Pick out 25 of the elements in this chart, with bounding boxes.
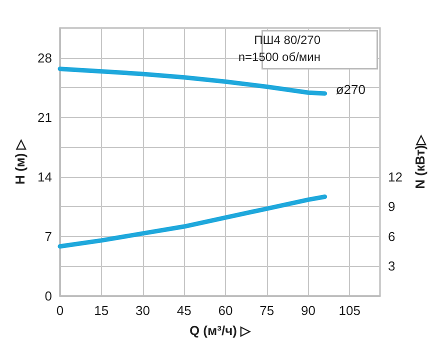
x-tick-label: 30: [136, 303, 150, 318]
series-label: ø270: [336, 82, 366, 98]
y-tick-label: 0: [44, 288, 52, 304]
y2-tick-label: 3: [388, 258, 396, 274]
x-tick-label: 15: [94, 303, 109, 318]
y-tick-label: 28: [38, 50, 52, 66]
y-axis-title: H (м) ▷: [12, 138, 28, 184]
x-tick-label: 0: [56, 303, 64, 318]
x-tick-label: 105: [338, 303, 361, 318]
y-tick-label: 7: [44, 228, 52, 244]
x-tick-label: 60: [218, 303, 233, 318]
x-axis-title: Q (м³/ч) ▷: [189, 323, 252, 338]
y2-axis-title: N (кВт)▷: [412, 134, 428, 189]
y2-tick-label: 9: [388, 199, 396, 214]
x-tick-label: 45: [176, 303, 192, 318]
y2-tick-label: 12: [388, 169, 402, 184]
y-tick-label: 14: [38, 169, 52, 184]
x-tick-label: 90: [301, 303, 316, 318]
y-tick-label: 21: [38, 110, 52, 125]
x-tick-label: 75: [260, 303, 274, 318]
annotation: ПШ4 80/270: [254, 33, 321, 47]
y2-tick-label: 6: [388, 228, 396, 244]
line-series: [58, 66, 328, 96]
line-series: [58, 194, 328, 249]
annotation: n=1500 об/мин: [238, 50, 320, 64]
